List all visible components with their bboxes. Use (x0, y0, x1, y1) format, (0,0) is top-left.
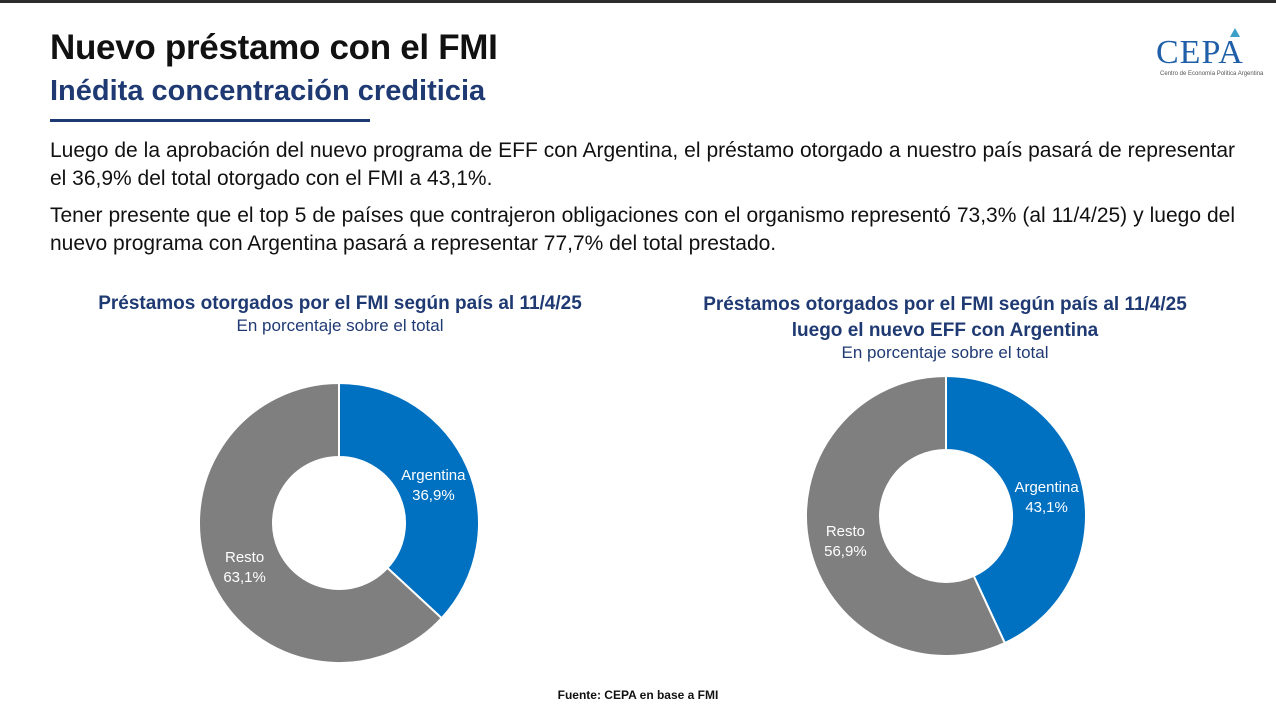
page-subtitle: Inédita concentración crediticia (50, 75, 486, 107)
chart-2-subtitle: En porcentaje sobre el total (841, 343, 1049, 362)
donut-chart-2: Argentina 43,1% Resto 56,9% (805, 374, 1087, 657)
paragraph-2: Tener presente que el top 5 de países qu… (50, 204, 1235, 255)
slice-resto (805, 374, 1007, 657)
subtitle-underline (50, 119, 370, 122)
slice-value-resto: 63,1% (223, 569, 266, 586)
top-border (0, 0, 1276, 3)
page-title: Nuevo préstamo con el FMI (50, 28, 498, 67)
paragraph-1: Luego de la aprobación del nuevo program… (50, 139, 1235, 190)
slice-label-argentina: Argentina (1014, 479, 1079, 496)
chart-2-title-line-2: luego el nuevo EFF con Argentina (791, 320, 1099, 341)
donut-chart-1: Argentina 36,9% Resto 63,1% (198, 381, 480, 664)
slice-label-resto: Resto (826, 523, 865, 540)
slice-value-argentina: 43,1% (1025, 499, 1068, 516)
slice-resto (198, 381, 444, 664)
chart-1-title: Préstamos otorgados por el FMI según paí… (98, 293, 582, 314)
chart-2-title-line-1: Préstamos otorgados por el FMI según paí… (703, 294, 1187, 315)
logo-tagline: Centro de Economía Política Argentina (1160, 71, 1264, 77)
logo-mark-icon (1230, 28, 1240, 37)
chart-2-title: Préstamos otorgados por el FMI según paí… (645, 292, 1245, 344)
source-note: Fuente: CEPA en base a FMI (557, 688, 719, 702)
chart-1-subtitle: En porcentaje sobre el total (236, 316, 444, 335)
logo-text: CEPA (1156, 34, 1244, 71)
slice-argentina (338, 381, 480, 620)
slice-label-argentina: Argentina (401, 467, 466, 484)
cepa-logo: CEPA Centro de Economía Política Argenti… (1150, 26, 1263, 82)
slice-value-resto: 56,9% (824, 543, 867, 560)
slice-label-resto: Resto (225, 549, 264, 566)
slice-value-argentina: 36,9% (412, 487, 455, 504)
slice-argentina (945, 374, 1087, 645)
